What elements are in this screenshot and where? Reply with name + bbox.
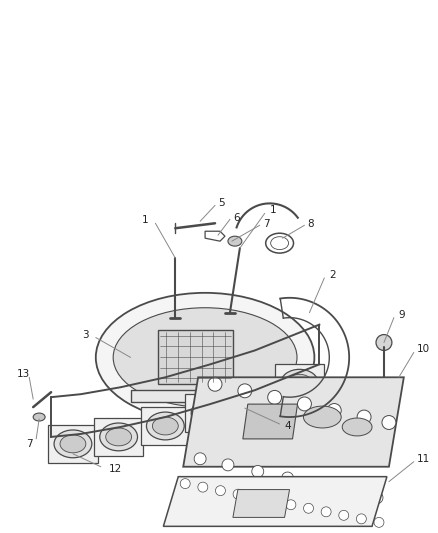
Text: 9: 9 bbox=[399, 310, 406, 320]
Circle shape bbox=[194, 453, 206, 465]
Text: 10: 10 bbox=[417, 344, 430, 354]
Ellipse shape bbox=[197, 404, 223, 422]
Circle shape bbox=[251, 492, 261, 503]
Polygon shape bbox=[243, 404, 297, 439]
Ellipse shape bbox=[304, 406, 341, 428]
Polygon shape bbox=[275, 365, 324, 402]
Ellipse shape bbox=[96, 293, 314, 422]
Ellipse shape bbox=[54, 430, 92, 458]
Ellipse shape bbox=[106, 428, 131, 446]
Circle shape bbox=[311, 479, 323, 490]
Polygon shape bbox=[141, 407, 190, 445]
Circle shape bbox=[215, 486, 226, 496]
Circle shape bbox=[374, 518, 384, 527]
Ellipse shape bbox=[146, 412, 184, 440]
Circle shape bbox=[268, 390, 282, 405]
Circle shape bbox=[339, 511, 349, 520]
Text: 6: 6 bbox=[233, 213, 240, 223]
Circle shape bbox=[282, 472, 293, 484]
Ellipse shape bbox=[33, 413, 45, 421]
Ellipse shape bbox=[191, 399, 229, 427]
Circle shape bbox=[327, 403, 341, 417]
Circle shape bbox=[304, 503, 314, 513]
Text: 13: 13 bbox=[17, 369, 30, 379]
Text: 11: 11 bbox=[417, 454, 430, 464]
Text: 4: 4 bbox=[285, 421, 291, 431]
Text: 1: 1 bbox=[142, 215, 148, 225]
Circle shape bbox=[208, 377, 222, 391]
Ellipse shape bbox=[113, 308, 297, 407]
Circle shape bbox=[180, 479, 190, 489]
Circle shape bbox=[376, 335, 392, 351]
Circle shape bbox=[222, 459, 234, 471]
Text: 8: 8 bbox=[307, 219, 314, 229]
Polygon shape bbox=[233, 490, 290, 518]
Polygon shape bbox=[230, 380, 279, 418]
Polygon shape bbox=[185, 394, 235, 432]
Ellipse shape bbox=[152, 417, 178, 435]
Circle shape bbox=[341, 485, 353, 497]
Ellipse shape bbox=[228, 236, 242, 246]
Polygon shape bbox=[183, 377, 404, 467]
Circle shape bbox=[357, 514, 366, 524]
Text: 7: 7 bbox=[26, 439, 32, 449]
Text: 12: 12 bbox=[109, 464, 122, 474]
Circle shape bbox=[371, 492, 383, 504]
Text: 1: 1 bbox=[270, 205, 276, 215]
Circle shape bbox=[252, 465, 264, 478]
Circle shape bbox=[233, 489, 243, 499]
Circle shape bbox=[198, 482, 208, 492]
Text: 2: 2 bbox=[329, 270, 336, 280]
Ellipse shape bbox=[286, 374, 312, 392]
Polygon shape bbox=[94, 418, 144, 456]
Circle shape bbox=[357, 410, 371, 424]
Ellipse shape bbox=[242, 390, 268, 408]
Circle shape bbox=[238, 384, 252, 398]
Ellipse shape bbox=[281, 369, 318, 397]
Text: 3: 3 bbox=[82, 329, 89, 340]
Ellipse shape bbox=[342, 418, 372, 436]
Polygon shape bbox=[163, 477, 387, 527]
Circle shape bbox=[286, 500, 296, 510]
Circle shape bbox=[382, 416, 396, 430]
Circle shape bbox=[321, 507, 331, 517]
Ellipse shape bbox=[100, 423, 138, 451]
Polygon shape bbox=[48, 425, 98, 463]
Circle shape bbox=[268, 496, 278, 506]
Ellipse shape bbox=[60, 435, 86, 453]
Polygon shape bbox=[215, 402, 245, 414]
Circle shape bbox=[297, 397, 311, 411]
Polygon shape bbox=[131, 390, 270, 402]
Polygon shape bbox=[159, 329, 233, 384]
Text: 7: 7 bbox=[263, 219, 269, 229]
Text: 5: 5 bbox=[218, 198, 225, 208]
Ellipse shape bbox=[236, 385, 274, 413]
